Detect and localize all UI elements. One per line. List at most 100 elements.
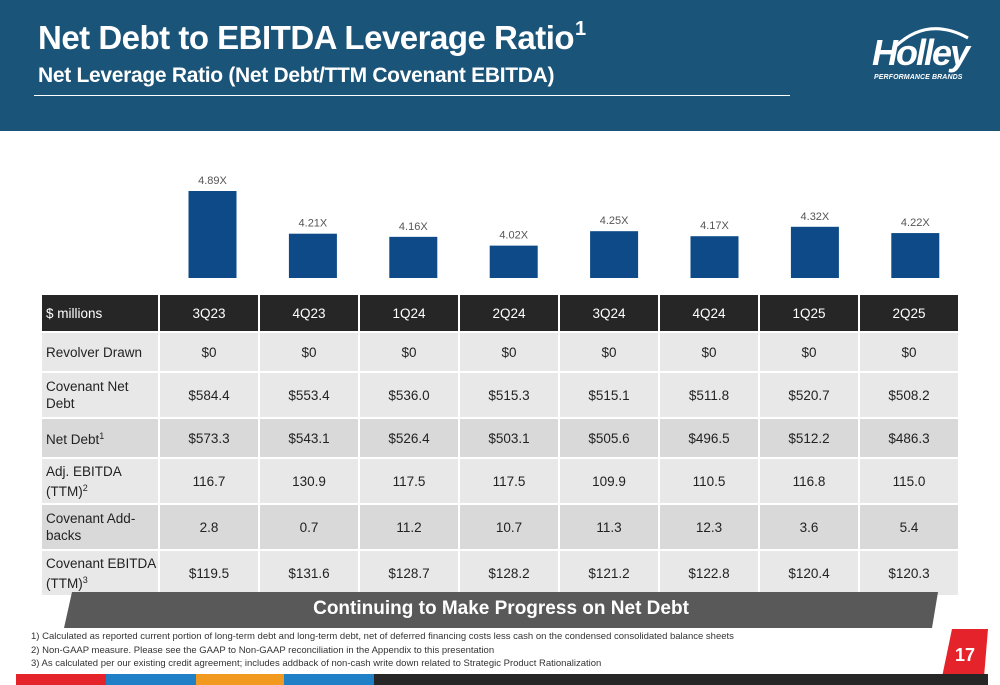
row-label: Adj. EBITDA (TTM)2 (42, 459, 158, 503)
row-label-text: Covenant Add-backs (46, 511, 136, 543)
table-cell: $0 (860, 333, 958, 371)
table-cell: $486.3 (860, 419, 958, 457)
footnote-2: 2) Non-GAAP measure. Please see the GAAP… (31, 644, 495, 656)
header-band: Net Debt to EBITDA Leverage Ratio1 Net L… (0, 0, 1000, 131)
bar-value-label: 4.16X (399, 221, 428, 233)
table-cell: $520.7 (760, 373, 858, 417)
table-header-row: $ millions 3Q23 4Q23 1Q24 2Q24 3Q24 4Q24 1Q25 2… (42, 295, 958, 331)
table-cell: 116.7 (160, 459, 258, 503)
leverage-bar-chart: 4.89X 4.21X 4.16X 4.02X 4.25X 4.17X 4.32X 4.22X (188, 175, 940, 278)
bar-3q24 (590, 231, 639, 278)
logo-wordmark: Holley (872, 32, 970, 73)
bar-1q24 (389, 236, 438, 278)
footer-strip-blue (106, 674, 196, 685)
table-cell: $573.3 (160, 419, 258, 457)
table-cell: $119.5 (160, 551, 258, 595)
table-cell: 12.3 (660, 505, 758, 549)
row-label: Revolver Drawn (42, 333, 158, 371)
table-cell: $128.7 (360, 551, 458, 595)
table-cell: 5.4 (860, 505, 958, 549)
row-label-text: Covenant EBITDA (TTM) (46, 555, 156, 591)
table-cell: $0 (360, 333, 458, 371)
table-cell: 110.5 (660, 459, 758, 503)
table-cell: $496.5 (660, 419, 758, 457)
row-label: Covenant Add-backs (42, 505, 158, 549)
table-header-4q23: 4Q23 (260, 295, 358, 331)
table-row: Covenant EBITDA (TTM)3 $119.5 $131.6 $128.7… (42, 551, 958, 595)
bar-4q24 (690, 236, 739, 278)
table-cell: $536.0 (360, 373, 458, 417)
footnotes: 1) Calculated as reported current portio… (31, 630, 734, 671)
table-header-1q24: 1Q24 (360, 295, 458, 331)
bar-1q25 (790, 226, 839, 278)
title-underline (34, 95, 790, 96)
row-label: Covenant EBITDA (TTM)3 (42, 551, 158, 595)
page-subtitle: Net Leverage Ratio (Net Debt/TTM Covenan… (38, 64, 555, 87)
footnote-marker: 2 (82, 482, 88, 493)
table-cell: 11.3 (560, 505, 658, 549)
table-cell: 11.2 (360, 505, 458, 549)
table-cell: $0 (460, 333, 558, 371)
page-title: Net Debt to EBITDA Leverage Ratio1 (38, 18, 586, 56)
page-number: 17 (954, 645, 976, 665)
bar-value-label: 4.22X (901, 217, 930, 229)
table-cell: 130.9 (260, 459, 358, 503)
leverage-table: $ millions 3Q23 4Q23 1Q24 2Q24 3Q24 4Q24 1Q25 2… (40, 293, 960, 597)
table-row: Covenant Net Debt $584.4 $553.4 $536.0 $515.… (42, 373, 958, 417)
table-cell: $584.4 (160, 373, 258, 417)
bar-value-label: 4.32X (801, 211, 830, 223)
footnote-1: 1) Calculated as reported current portio… (31, 631, 734, 642)
footer-strip-red (16, 674, 106, 685)
row-label-text: Revolver Drawn (46, 344, 143, 360)
logo-arc-icon (894, 27, 969, 48)
table-cell: 2.8 (160, 505, 258, 549)
table-header-3q23: 3Q23 (160, 295, 258, 331)
bar-value-label: 4.21X (299, 218, 328, 230)
footer-strip-orange (196, 674, 284, 685)
row-label: Net Debt1 (42, 419, 158, 457)
table-cell: $0 (260, 333, 358, 371)
table-cell: $128.2 (460, 551, 558, 595)
bar-4q23 (288, 233, 337, 278)
row-label-text: Adj. EBITDA (TTM) (46, 463, 122, 499)
table-cell: $526.4 (360, 419, 458, 457)
table-row: Revolver Drawn $0 $0 $0 $0 $0 $0 $0 $0 (42, 333, 958, 371)
footnote-3: 3) As calculated per our existing credit… (31, 658, 602, 669)
table-header-label: $ millions (42, 295, 158, 331)
table-cell: 117.5 (360, 459, 458, 503)
table-cell: $505.6 (560, 419, 658, 457)
bar-2q25 (891, 233, 940, 278)
table-row: Net Debt1 $573.3 $543.1 $526.4 $503.1 $505.6 $… (42, 419, 958, 457)
footer-strip-dark (374, 674, 988, 685)
bar-value-label: 4.17X (700, 220, 729, 232)
table-cell: $121.2 (560, 551, 658, 595)
table-cell: $122.8 (660, 551, 758, 595)
holley-logo: Holley PERFORMANCE BRANDS (866, 20, 976, 86)
table-header-4q24: 4Q24 (660, 295, 758, 331)
table-cell: $512.2 (760, 419, 858, 457)
progress-banner-text: Continuing to Make Progress on Net Debt (313, 598, 689, 619)
footer-strip-blue-2 (284, 674, 374, 685)
table-cell: $511.8 (660, 373, 758, 417)
bar-value-label: 4.25X (600, 215, 629, 227)
footnote-marker: 1 (99, 431, 105, 441)
bar-3q23 (188, 191, 237, 278)
table-cell: $0 (760, 333, 858, 371)
table-cell: 10.7 (460, 505, 558, 549)
table-header-2q25: 2Q25 (860, 295, 958, 331)
table-cell: 116.8 (760, 459, 858, 503)
row-label-text: Net Debt (46, 432, 100, 447)
table-cell: $120.3 (860, 551, 958, 595)
table-cell: $120.4 (760, 551, 858, 595)
table-cell: $503.1 (460, 419, 558, 457)
table-cell: 115.0 (860, 459, 958, 503)
table-cell: $508.2 (860, 373, 958, 417)
table-cell: 0.7 (260, 505, 358, 549)
table-row: Covenant Add-backs 2.8 0.7 11.2 10.7 11.3 12.3… (42, 505, 958, 549)
progress-banner (64, 592, 938, 628)
table-row: Adj. EBITDA (TTM)2 116.7 130.9 117.5 117.5 10… (42, 459, 958, 503)
table-header-2q24: 2Q24 (460, 295, 558, 331)
row-label: Covenant Net Debt (42, 373, 158, 417)
table-header-3q24: 3Q24 (560, 295, 658, 331)
table-cell: 109.9 (560, 459, 658, 503)
